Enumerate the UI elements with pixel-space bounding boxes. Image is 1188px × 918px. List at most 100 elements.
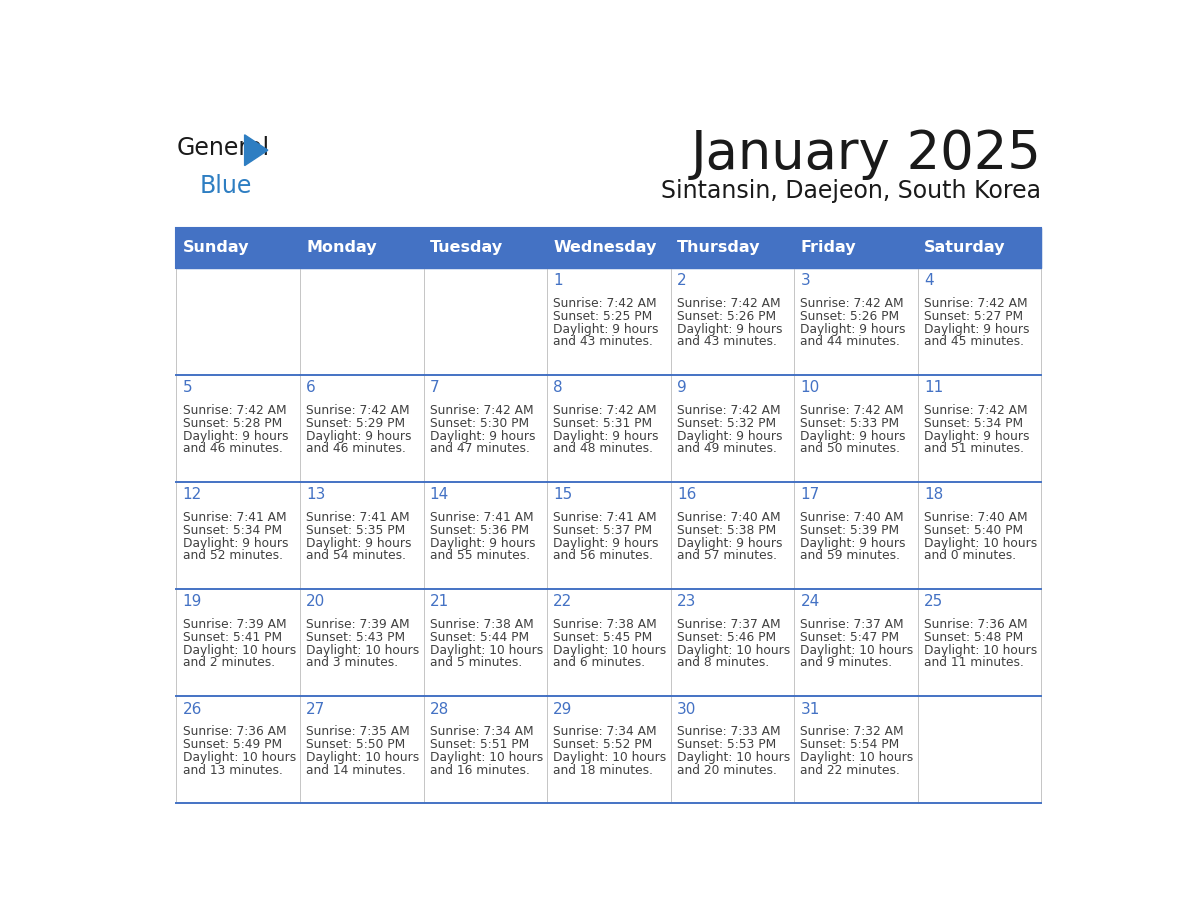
- Text: Sunset: 5:47 PM: Sunset: 5:47 PM: [801, 631, 899, 644]
- Text: Sunrise: 7:36 AM: Sunrise: 7:36 AM: [183, 725, 286, 738]
- Bar: [918, 482, 1042, 589]
- Text: Sunset: 5:54 PM: Sunset: 5:54 PM: [801, 738, 899, 751]
- Bar: [795, 482, 918, 589]
- Text: 25: 25: [924, 595, 943, 610]
- Bar: [299, 375, 423, 482]
- Text: 8: 8: [554, 380, 563, 396]
- Bar: [671, 268, 795, 375]
- Text: and 13 minutes.: and 13 minutes.: [183, 764, 283, 777]
- Bar: [918, 268, 1042, 375]
- Text: and 43 minutes.: and 43 minutes.: [677, 335, 777, 349]
- Text: Sunday: Sunday: [183, 241, 249, 255]
- Text: Sunrise: 7:42 AM: Sunrise: 7:42 AM: [183, 404, 286, 418]
- Text: Sunset: 5:51 PM: Sunset: 5:51 PM: [430, 738, 529, 751]
- Text: and 55 minutes.: and 55 minutes.: [430, 550, 530, 563]
- Bar: [176, 228, 299, 268]
- Text: 31: 31: [801, 701, 820, 717]
- Text: Sunrise: 7:33 AM: Sunrise: 7:33 AM: [677, 725, 781, 738]
- Bar: [546, 696, 671, 803]
- Text: Sunrise: 7:34 AM: Sunrise: 7:34 AM: [554, 725, 657, 738]
- Text: Daylight: 9 hours: Daylight: 9 hours: [430, 430, 536, 442]
- Text: and 5 minutes.: and 5 minutes.: [430, 656, 522, 669]
- Text: Daylight: 9 hours: Daylight: 9 hours: [801, 430, 906, 442]
- Text: 20: 20: [307, 595, 326, 610]
- Text: General: General: [176, 136, 270, 160]
- Text: and 20 minutes.: and 20 minutes.: [677, 764, 777, 777]
- Text: Sunrise: 7:38 AM: Sunrise: 7:38 AM: [430, 619, 533, 632]
- Text: Daylight: 9 hours: Daylight: 9 hours: [677, 430, 783, 442]
- Text: Daylight: 10 hours: Daylight: 10 hours: [307, 751, 419, 764]
- Bar: [671, 228, 795, 268]
- Bar: [423, 375, 546, 482]
- Bar: [299, 696, 423, 803]
- Text: Sunrise: 7:40 AM: Sunrise: 7:40 AM: [801, 511, 904, 524]
- Text: and 52 minutes.: and 52 minutes.: [183, 550, 283, 563]
- Text: and 18 minutes.: and 18 minutes.: [554, 764, 653, 777]
- Text: 11: 11: [924, 380, 943, 396]
- Bar: [299, 482, 423, 589]
- Text: Daylight: 9 hours: Daylight: 9 hours: [924, 323, 1030, 336]
- Text: 15: 15: [554, 487, 573, 502]
- Text: Thursday: Thursday: [677, 241, 760, 255]
- Text: Daylight: 9 hours: Daylight: 9 hours: [554, 323, 659, 336]
- Text: 4: 4: [924, 274, 934, 288]
- Text: Sunset: 5:39 PM: Sunset: 5:39 PM: [801, 524, 899, 537]
- Text: 27: 27: [307, 701, 326, 717]
- Text: Sunset: 5:41 PM: Sunset: 5:41 PM: [183, 631, 282, 644]
- Text: and 14 minutes.: and 14 minutes.: [307, 764, 406, 777]
- Text: Sunrise: 7:42 AM: Sunrise: 7:42 AM: [677, 404, 781, 418]
- Text: Friday: Friday: [801, 241, 857, 255]
- Text: Sunset: 5:34 PM: Sunset: 5:34 PM: [924, 417, 1023, 430]
- Text: and 45 minutes.: and 45 minutes.: [924, 335, 1024, 349]
- Text: Sunrise: 7:42 AM: Sunrise: 7:42 AM: [430, 404, 533, 418]
- Text: Sunrise: 7:41 AM: Sunrise: 7:41 AM: [430, 511, 533, 524]
- Text: 13: 13: [307, 487, 326, 502]
- Text: Sunset: 5:43 PM: Sunset: 5:43 PM: [307, 631, 405, 644]
- Bar: [671, 482, 795, 589]
- Text: Sunrise: 7:41 AM: Sunrise: 7:41 AM: [307, 511, 410, 524]
- Text: 19: 19: [183, 595, 202, 610]
- Text: Sunrise: 7:39 AM: Sunrise: 7:39 AM: [307, 619, 410, 632]
- Text: 26: 26: [183, 701, 202, 717]
- Text: and 43 minutes.: and 43 minutes.: [554, 335, 653, 349]
- Text: Daylight: 9 hours: Daylight: 9 hours: [307, 537, 412, 550]
- Text: Daylight: 9 hours: Daylight: 9 hours: [183, 430, 289, 442]
- Bar: [918, 228, 1042, 268]
- Bar: [176, 268, 299, 375]
- Text: Tuesday: Tuesday: [430, 241, 503, 255]
- Text: Sunrise: 7:37 AM: Sunrise: 7:37 AM: [801, 619, 904, 632]
- Text: 14: 14: [430, 487, 449, 502]
- Bar: [546, 589, 671, 696]
- Text: Sunset: 5:48 PM: Sunset: 5:48 PM: [924, 631, 1023, 644]
- Text: Daylight: 9 hours: Daylight: 9 hours: [677, 323, 783, 336]
- Text: Sunrise: 7:41 AM: Sunrise: 7:41 AM: [183, 511, 286, 524]
- Bar: [795, 268, 918, 375]
- Bar: [423, 589, 546, 696]
- Text: 18: 18: [924, 487, 943, 502]
- Text: Blue: Blue: [200, 174, 252, 198]
- Text: and 3 minutes.: and 3 minutes.: [307, 656, 398, 669]
- Text: Daylight: 9 hours: Daylight: 9 hours: [307, 430, 412, 442]
- Text: Sunrise: 7:39 AM: Sunrise: 7:39 AM: [183, 619, 286, 632]
- Text: and 2 minutes.: and 2 minutes.: [183, 656, 274, 669]
- Text: and 11 minutes.: and 11 minutes.: [924, 656, 1024, 669]
- Text: Sunset: 5:50 PM: Sunset: 5:50 PM: [307, 738, 405, 751]
- Text: Daylight: 10 hours: Daylight: 10 hours: [554, 751, 666, 764]
- Text: Sunset: 5:38 PM: Sunset: 5:38 PM: [677, 524, 776, 537]
- Text: Sunset: 5:31 PM: Sunset: 5:31 PM: [554, 417, 652, 430]
- Bar: [918, 589, 1042, 696]
- Bar: [795, 228, 918, 268]
- Text: Sunrise: 7:41 AM: Sunrise: 7:41 AM: [554, 511, 657, 524]
- Text: Daylight: 10 hours: Daylight: 10 hours: [430, 644, 543, 656]
- Text: Sunrise: 7:42 AM: Sunrise: 7:42 AM: [801, 404, 904, 418]
- Text: 10: 10: [801, 380, 820, 396]
- Text: 22: 22: [554, 595, 573, 610]
- Text: Sunset: 5:26 PM: Sunset: 5:26 PM: [801, 310, 899, 323]
- Text: and 51 minutes.: and 51 minutes.: [924, 442, 1024, 455]
- Bar: [918, 375, 1042, 482]
- Text: Daylight: 10 hours: Daylight: 10 hours: [924, 537, 1037, 550]
- Bar: [176, 589, 299, 696]
- Text: 21: 21: [430, 595, 449, 610]
- Text: Daylight: 9 hours: Daylight: 9 hours: [801, 537, 906, 550]
- Text: Sunset: 5:44 PM: Sunset: 5:44 PM: [430, 631, 529, 644]
